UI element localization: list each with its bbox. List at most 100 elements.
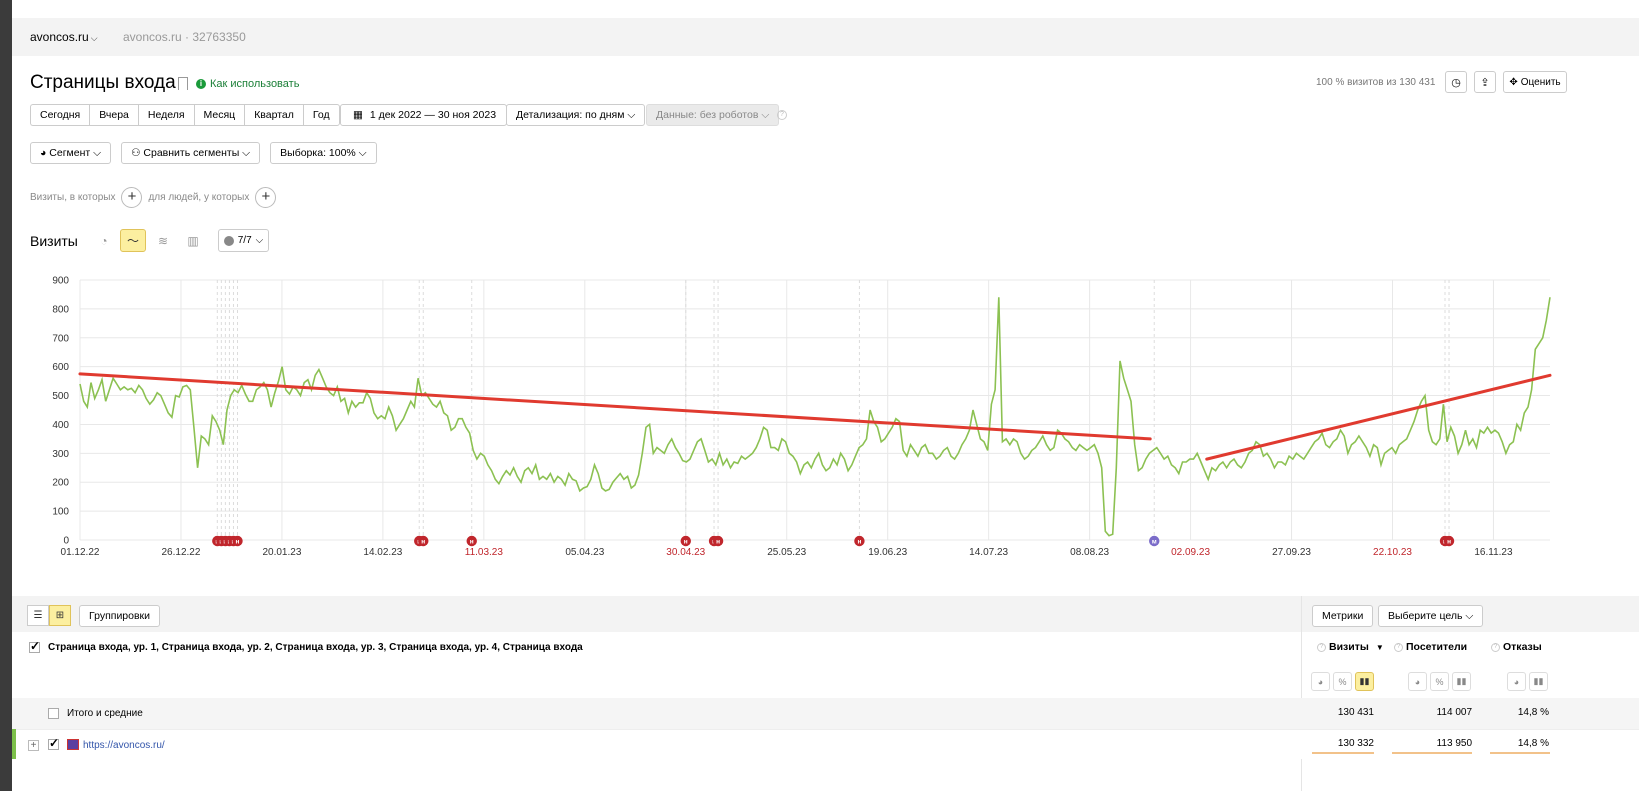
note-marker	[466, 535, 477, 547]
history-icon[interactable]: ◷	[1445, 71, 1467, 93]
dimensions-checkbox[interactable]	[29, 639, 40, 653]
metrics-button[interactable]: Метрики	[1312, 605, 1374, 627]
note-marker	[1443, 535, 1455, 547]
note-marker-label: н	[684, 539, 688, 546]
info-icon: i	[196, 79, 206, 89]
note-marker	[232, 535, 243, 547]
note-marker-label: н	[716, 539, 720, 546]
rate-label: Оценить	[1520, 76, 1561, 88]
top-bar: avoncos.ru ⌵ avoncos.ru · 32763350	[12, 18, 1639, 56]
segment-button[interactable]: ◕ Сегмент ⌵	[30, 142, 112, 164]
period-year[interactable]: Год	[302, 104, 340, 126]
visits-series-line	[79, 297, 1551, 537]
note-marker-label: н	[421, 539, 425, 546]
tree-icon[interactable]: ⊞	[49, 605, 71, 626]
visits-chart: 0 100 200 300 400 500 600 700 800 900 01.12.22 26.…	[52, 276, 1552, 558]
bars-icon[interactable]: ▮▮	[1529, 672, 1548, 691]
segment-label: Сегмент	[49, 147, 91, 159]
pie-icon[interactable]: ◕	[1507, 672, 1526, 691]
visitors-view-buttons: ◕ % ▮▮	[1408, 672, 1471, 691]
howto-link[interactable]: i Как использовать	[196, 78, 299, 90]
y-tick-label: 900	[52, 276, 69, 287]
rate-button[interactable]: ✥ Оценить	[1503, 71, 1567, 93]
period-quarter[interactable]: Квартал	[244, 104, 303, 126]
totals-bounces: 14,8 %	[1517, 707, 1549, 718]
column-bounces[interactable]: ? Отказы	[1491, 641, 1542, 653]
percent-icon[interactable]: %	[1333, 672, 1352, 691]
period-today[interactable]: Сегодня	[30, 104, 90, 126]
period-week[interactable]: Неделя	[137, 104, 194, 126]
column-divider	[1301, 596, 1302, 791]
x-tick-label: 01.12.22	[61, 547, 100, 558]
table-row[interactable]	[12, 729, 1639, 759]
chevron-down-icon: ⌵	[90, 33, 98, 43]
chevron-down-icon: ⌵	[758, 109, 770, 121]
pie-icon[interactable]: ◕	[1408, 672, 1427, 691]
percent-icon[interactable]: %	[1430, 672, 1449, 691]
x-tick-label: 08.08.23	[1070, 547, 1109, 558]
row-visits-bar	[1312, 752, 1374, 754]
date-range-button[interactable]: ▦ 1 дек 2022 — 30 ноя 2023	[340, 104, 508, 126]
row-url-link[interactable]: https://avoncos.ru/	[83, 740, 165, 751]
x-tick-label: 14.07.23	[969, 547, 1008, 558]
data-mode-select[interactable]: Данные: без роботов ⌵	[646, 104, 780, 126]
period-yesterday[interactable]: Вчера	[89, 104, 138, 126]
y-tick-label: 400	[52, 420, 69, 431]
pie-icon[interactable]: ◕	[1311, 672, 1330, 691]
note-marker	[712, 535, 724, 547]
bar-chart-icon[interactable]: ▥	[187, 233, 199, 248]
period-buttons: Сегодня Вчера Неделя Месяц Квартал Год	[30, 104, 340, 126]
goal-label: Выберите цель	[1388, 610, 1463, 622]
period-month[interactable]: Месяц	[193, 104, 245, 126]
column-visits[interactable]: ? Визиты ▼	[1317, 641, 1384, 653]
x-tick-label: 05.04.23	[565, 547, 604, 558]
x-tick-label: 16.11.23	[1474, 547, 1513, 558]
sample-button[interactable]: Выборка: 100% ⌵	[270, 142, 377, 164]
export-icon[interactable]: ⇪	[1474, 71, 1496, 93]
goal-select[interactable]: Выберите цель ⌵	[1378, 605, 1484, 627]
pie-chart-icon[interactable]: ◔	[100, 233, 108, 248]
notes-button[interactable]: 7/7 ⌵	[218, 229, 269, 252]
chevron-down-icon: ⌵	[1462, 610, 1474, 622]
y-tick-label: 700	[52, 333, 69, 344]
x-tick-label: 11.03.23	[465, 547, 504, 558]
detail-select[interactable]: Детализация: по дням ⌵	[506, 104, 646, 126]
chevron-down-icon: ⌵	[255, 235, 264, 246]
expand-icon[interactable]: +	[28, 740, 39, 751]
note-marker-label: н	[857, 539, 861, 546]
column-visitors[interactable]: ? Посетители	[1394, 641, 1467, 653]
list-icon[interactable]: ☰	[27, 605, 49, 626]
groupings-button[interactable]: Группировки	[79, 605, 161, 627]
add-people-condition-button[interactable]: +	[255, 187, 277, 208]
row-checkbox[interactable]	[48, 736, 59, 750]
dimensions-label: Страница входа, ур. 1, Страница входа, у…	[48, 642, 583, 653]
help-icon[interactable]: ?	[777, 110, 787, 120]
detail-label: Детализация: по дням	[516, 109, 625, 121]
add-visit-condition-button[interactable]: +	[121, 187, 143, 208]
y-tick-label: 100	[52, 507, 69, 518]
bars-icon[interactable]: ▮▮	[1355, 672, 1374, 691]
sample-label: Выборка: 100%	[280, 147, 356, 159]
note-marker-label: н	[236, 539, 240, 546]
compare-icon: ⚇	[131, 147, 144, 159]
chart-grid	[79, 279, 1550, 541]
visits-condition-label: Визиты, в которых	[30, 192, 116, 203]
counter-label: avoncos.ru · 32763350	[123, 30, 246, 44]
note-marker	[1149, 535, 1160, 547]
y-tick-label: 800	[52, 304, 69, 315]
bookmark-icon[interactable]	[178, 77, 188, 90]
compare-label: Сравнить сегменты	[143, 147, 240, 159]
top-spacer	[12, 0, 1639, 18]
chevron-down-icon: ⌵	[355, 147, 367, 159]
line-chart-icon[interactable]: 〜	[120, 229, 146, 252]
totals-checkbox[interactable]	[48, 708, 59, 719]
x-tick-label: 27.09.23	[1272, 547, 1311, 558]
y-tick-label: 300	[52, 449, 69, 460]
compare-segments-button[interactable]: ⚇ Сравнить сегменты ⌵	[121, 142, 261, 164]
site-selector[interactable]: avoncos.ru ⌵	[30, 30, 98, 44]
area-chart-icon[interactable]: ≋	[157, 233, 169, 248]
bars-icon[interactable]: ▮▮	[1452, 672, 1471, 691]
chevron-down-icon: ⌵	[239, 147, 251, 159]
date-range-label: 1 дек 2022 — 30 ноя 2023	[369, 109, 497, 121]
chart-title: Визиты	[30, 233, 78, 249]
